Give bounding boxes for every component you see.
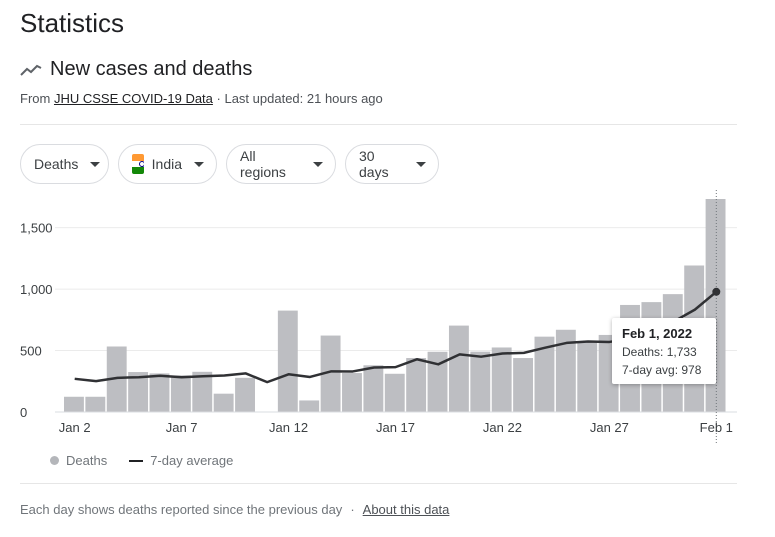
range-dropdown[interactable]: 30 days <box>345 144 439 184</box>
x-tick-label: Feb 1 <box>700 420 733 435</box>
x-tick-label: Jan 17 <box>376 420 415 435</box>
y-tick-label: 1,000 <box>20 282 53 297</box>
trending-icon <box>20 64 42 76</box>
about-data-link[interactable]: About this data <box>362 502 450 517</box>
page-title: Statistics <box>20 8 125 38</box>
chevron-down-icon <box>90 161 101 167</box>
bar <box>448 325 469 412</box>
x-tick-label: Jan 2 <box>59 420 91 435</box>
y-tick-label: 500 <box>20 344 42 359</box>
bar <box>363 365 384 412</box>
bar <box>128 372 149 412</box>
region-label: All regions <box>240 148 286 180</box>
bar <box>213 393 234 412</box>
region-dropdown[interactable]: All regions <box>226 144 336 184</box>
bar <box>491 347 512 412</box>
source-link[interactable]: JHU CSSE COVID-19 Data <box>53 91 213 106</box>
bar <box>320 335 341 412</box>
chevron-down-icon <box>313 161 323 167</box>
legend-average-label: 7-day average <box>150 453 234 468</box>
section-title: New cases and deaths <box>50 58 253 80</box>
tooltip-deaths: Deaths: 1,733 <box>622 345 697 359</box>
bar <box>149 373 170 412</box>
average-line <box>74 290 718 384</box>
divider-top <box>20 124 737 125</box>
y-tick-label: 0 <box>20 405 27 420</box>
x-tick-label: Jan 12 <box>269 420 308 435</box>
x-tick-label: Jan 22 <box>483 420 522 435</box>
country-label: India <box>151 156 182 172</box>
bar <box>299 400 320 412</box>
legend-average[interactable]: 7-day average <box>129 453 233 468</box>
legend-bar-swatch <box>50 456 59 465</box>
last-updated: · Last updated: 21 hours ago <box>216 91 383 106</box>
section-header: New cases and deaths <box>20 58 252 81</box>
country-dropdown[interactable]: India <box>118 144 217 184</box>
bar <box>555 329 576 412</box>
metric-dropdown[interactable]: Deaths <box>20 144 109 184</box>
bar <box>406 358 427 412</box>
bar <box>85 396 106 412</box>
legend-line-swatch <box>129 459 144 462</box>
bar <box>235 377 255 412</box>
footer-note: Each day shows deaths reported since the… <box>20 502 343 517</box>
tooltip-avg: 7-day avg: 978 <box>622 363 702 377</box>
source-line: From JHU CSSE COVID-19 Data · Last updat… <box>20 91 383 106</box>
metric-label: Deaths <box>34 156 79 172</box>
bar <box>577 341 598 412</box>
bar <box>384 373 405 412</box>
legend-deaths[interactable]: Deaths <box>50 453 107 468</box>
bar <box>534 336 555 412</box>
y-tick-label: 1,500 <box>20 221 53 236</box>
bar <box>427 351 448 412</box>
chevron-down-icon <box>194 161 204 167</box>
legend-deaths-label: Deaths <box>66 453 108 468</box>
bar <box>106 346 127 412</box>
india-flag-icon <box>132 154 144 174</box>
divider-bottom <box>20 483 737 484</box>
footer-separator: · <box>350 502 355 517</box>
tooltip-date: Feb 1, 2022 <box>622 326 693 341</box>
bar <box>170 375 191 412</box>
chevron-down-icon <box>416 161 426 167</box>
source-prefix: From <box>20 91 51 106</box>
bar <box>277 310 298 412</box>
bar <box>513 358 534 412</box>
bar <box>192 371 213 412</box>
x-tick-label: Jan 7 <box>166 420 198 435</box>
bar <box>342 373 362 412</box>
footer: Each day shows deaths reported since the… <box>20 502 449 517</box>
bar <box>64 396 84 412</box>
chart-tooltip: Feb 1, 2022 Deaths: 1,733 7-day avg: 978 <box>612 318 716 384</box>
average-point <box>712 287 721 296</box>
chart-legend: Deaths 7-day average <box>50 453 233 468</box>
x-tick-label: Jan 27 <box>590 420 629 435</box>
range-label: 30 days <box>359 148 389 180</box>
bar <box>470 351 491 412</box>
